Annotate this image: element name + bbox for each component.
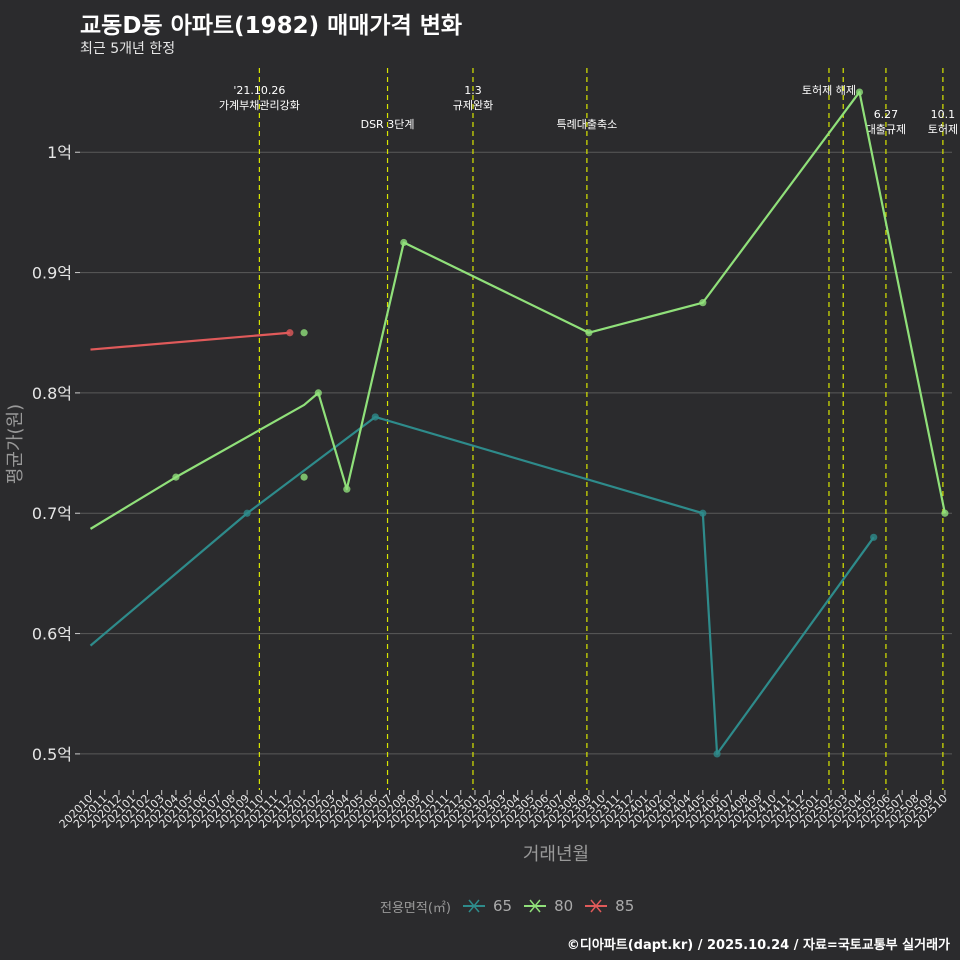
data-point-80: [300, 329, 308, 337]
event-label: 1.3: [464, 84, 482, 97]
grid-layer: [80, 151, 952, 755]
data-point-80: [585, 329, 593, 337]
legend-title: 전용면적(㎡): [380, 900, 451, 916]
data-point-65: [870, 533, 878, 541]
series-layer: [89, 88, 949, 758]
data-point-65: [243, 509, 251, 517]
legend-key-85: [583, 896, 609, 916]
chart-subtitle: 최근 5개년 한정: [80, 41, 176, 57]
event-label: 토허제: [928, 123, 958, 136]
data-point-80: [172, 473, 180, 481]
data-point-80: [300, 473, 308, 481]
legend-label-80: 80: [554, 897, 574, 915]
event-label: 가계부채관리강화: [219, 99, 300, 112]
data-point-80: [314, 389, 322, 397]
data-point-65: [371, 413, 379, 421]
y-tick-label: 0.9억: [32, 264, 72, 283]
legend-item-85: 85: [583, 896, 634, 916]
y-axis-title: 평균가(원): [5, 404, 26, 484]
event-label: '21.10.26: [233, 84, 285, 97]
event-label: 6.27: [874, 108, 899, 121]
source-caption: ©디아파트(dapt.kr) / 2025.10.24 / 자료=국토교통부 실…: [566, 938, 950, 953]
y-tick-label: 0.7억: [32, 504, 72, 523]
series-line-80: [89, 90, 946, 530]
data-point-80: [699, 299, 707, 307]
event-label: 특례대출축소: [557, 118, 618, 131]
y-tick-label: 0.6억: [32, 625, 72, 644]
data-point-65: [713, 750, 721, 758]
x-axis-title: 거래년월: [523, 844, 589, 865]
data-point-65: [699, 509, 707, 517]
data-point-85: [286, 329, 294, 337]
event-label: 토허제 해제: [802, 83, 856, 97]
event-label: 대출규제: [866, 123, 906, 136]
legend-item-65: 65: [461, 896, 512, 916]
axis-layer: 0.5억0.6억0.7억0.8억0.9억1억202010202011202012…: [5, 143, 950, 865]
legend-key-65: [461, 896, 487, 916]
legend: 전용면적(㎡) 65 80 85: [380, 895, 644, 917]
event-label: 10.1: [931, 108, 956, 121]
data-point-80: [343, 485, 351, 493]
series-line-85: [90, 331, 290, 351]
legend-label-65: 65: [492, 897, 513, 915]
data-point-80: [855, 88, 864, 96]
y-tick-label: 0.5억: [32, 745, 72, 764]
series-line-65: [89, 415, 875, 756]
data-point-80: [400, 238, 408, 247]
data-point-80: [941, 509, 949, 517]
event-label: 규제완화: [453, 99, 493, 112]
event-label: DSR 3단계: [361, 118, 415, 131]
y-tick-label: 1억: [47, 143, 72, 162]
y-tick-label: 0.8억: [32, 384, 72, 403]
chart-title: 교동D동 아파트(1982) 매매가격 변화: [80, 13, 463, 39]
legend-key-80: [522, 896, 548, 916]
legend-item-80: 80: [522, 896, 573, 916]
legend-label-85: 85: [615, 897, 635, 915]
